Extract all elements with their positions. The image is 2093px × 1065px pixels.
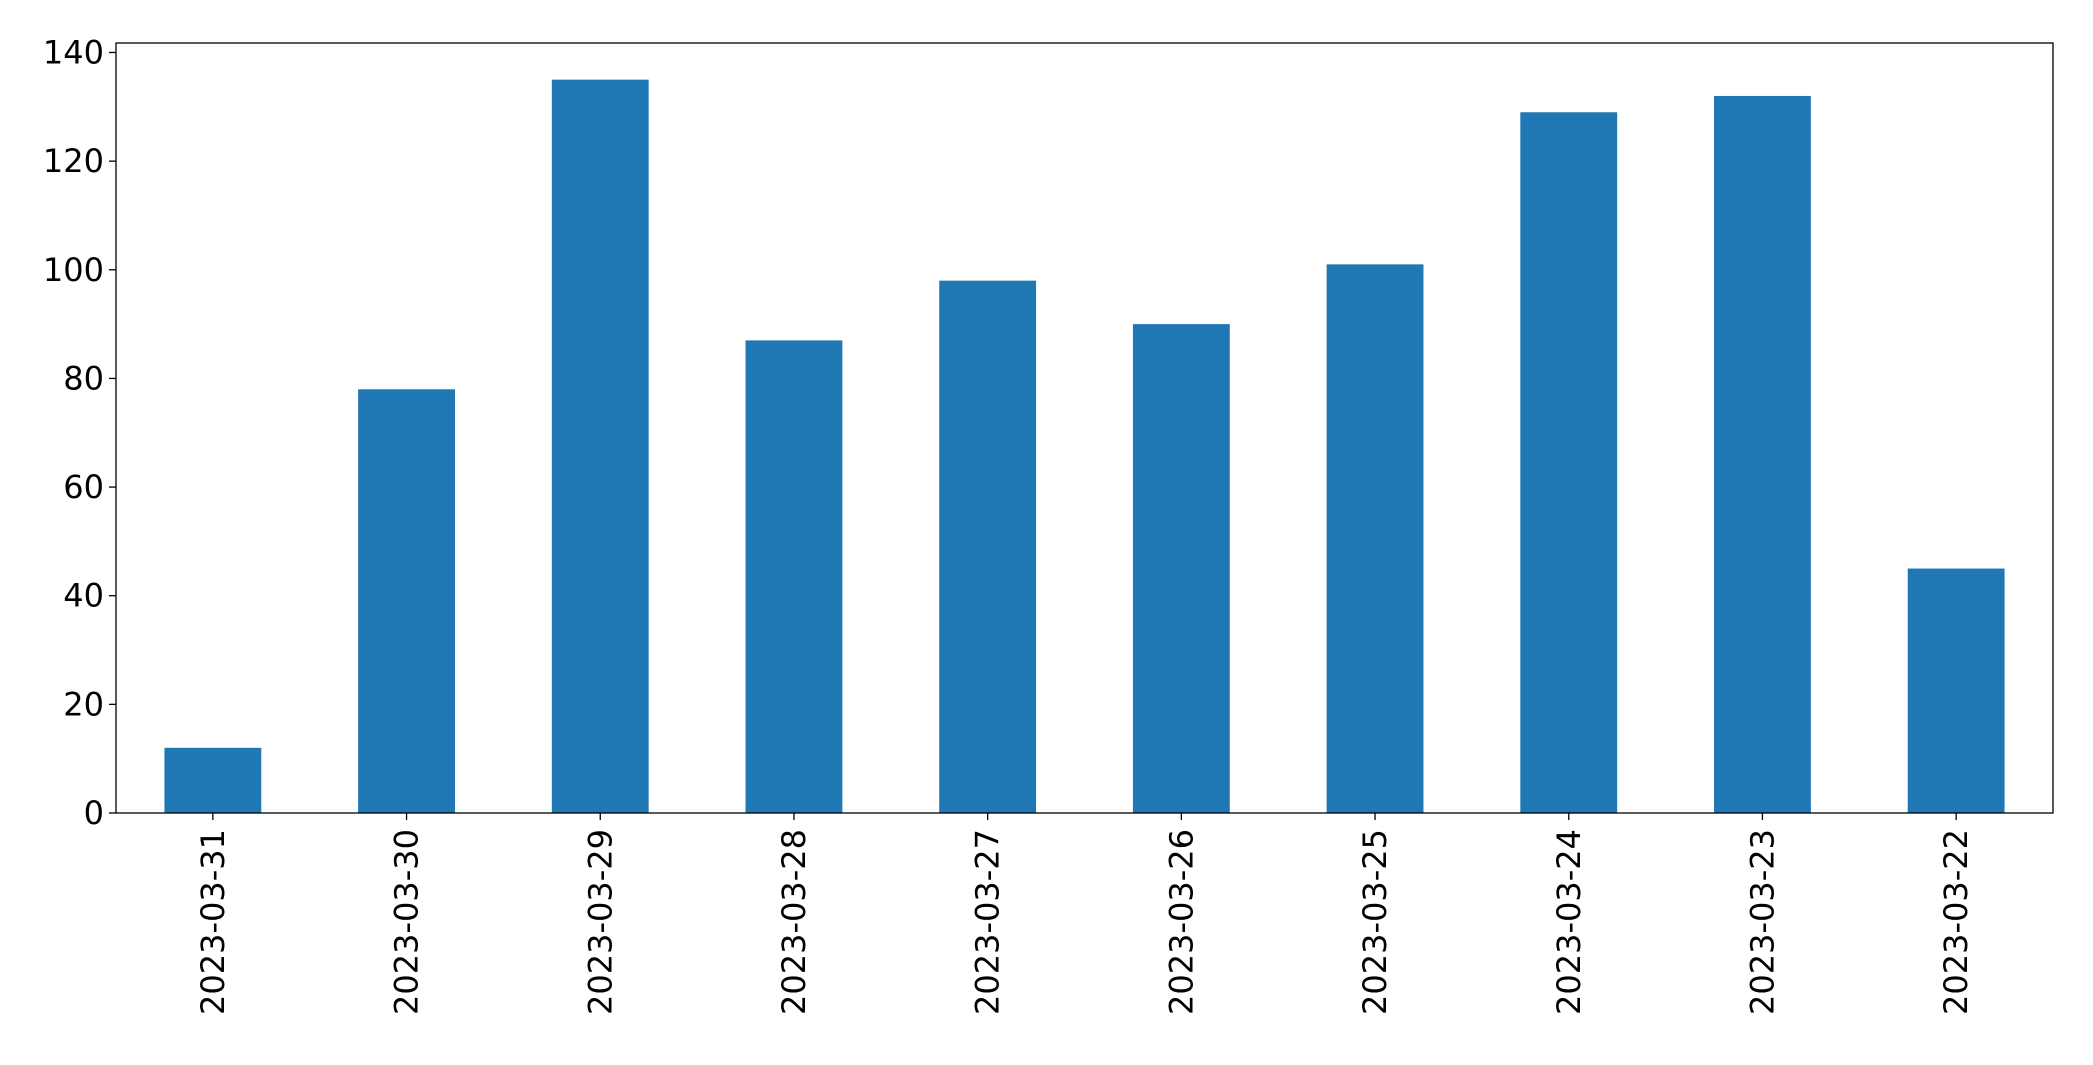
x-tick-label: 2023-03-25 [1356, 829, 1394, 1015]
y-tick-label: 60 [63, 468, 104, 506]
y-tick-label: 80 [63, 359, 104, 397]
y-tick-label: 100 [43, 251, 104, 289]
x-tick-label: 2023-03-28 [775, 829, 813, 1015]
y-tick-label: 140 [43, 34, 104, 72]
bar [1520, 112, 1618, 813]
x-tick-label: 2023-03-22 [1937, 829, 1975, 1015]
bar [164, 747, 262, 813]
y-tick-label: 120 [43, 142, 104, 180]
y-tick-label: 20 [63, 685, 104, 723]
x-tick-label: 2023-03-26 [1162, 829, 1200, 1015]
bar [551, 79, 649, 813]
y-tick-label: 40 [63, 577, 104, 615]
bar [939, 280, 1037, 814]
x-tick-label: 2023-03-31 [194, 829, 232, 1015]
bar [1714, 95, 1811, 814]
x-tick-label: 2023-03-27 [969, 829, 1007, 1015]
y-tick-label: 0 [84, 794, 104, 832]
x-tick-label: 2023-03-30 [388, 829, 426, 1015]
bar [745, 340, 843, 813]
x-tick-label: 2023-03-24 [1550, 829, 1588, 1015]
x-tick-label: 2023-03-29 [581, 829, 619, 1015]
bar [1326, 264, 1424, 813]
plot-frame [115, 42, 2054, 814]
bar [1132, 324, 1230, 813]
x-tick-label: 2023-03-23 [1743, 829, 1781, 1015]
bar [1907, 568, 2005, 813]
bar [358, 389, 455, 813]
